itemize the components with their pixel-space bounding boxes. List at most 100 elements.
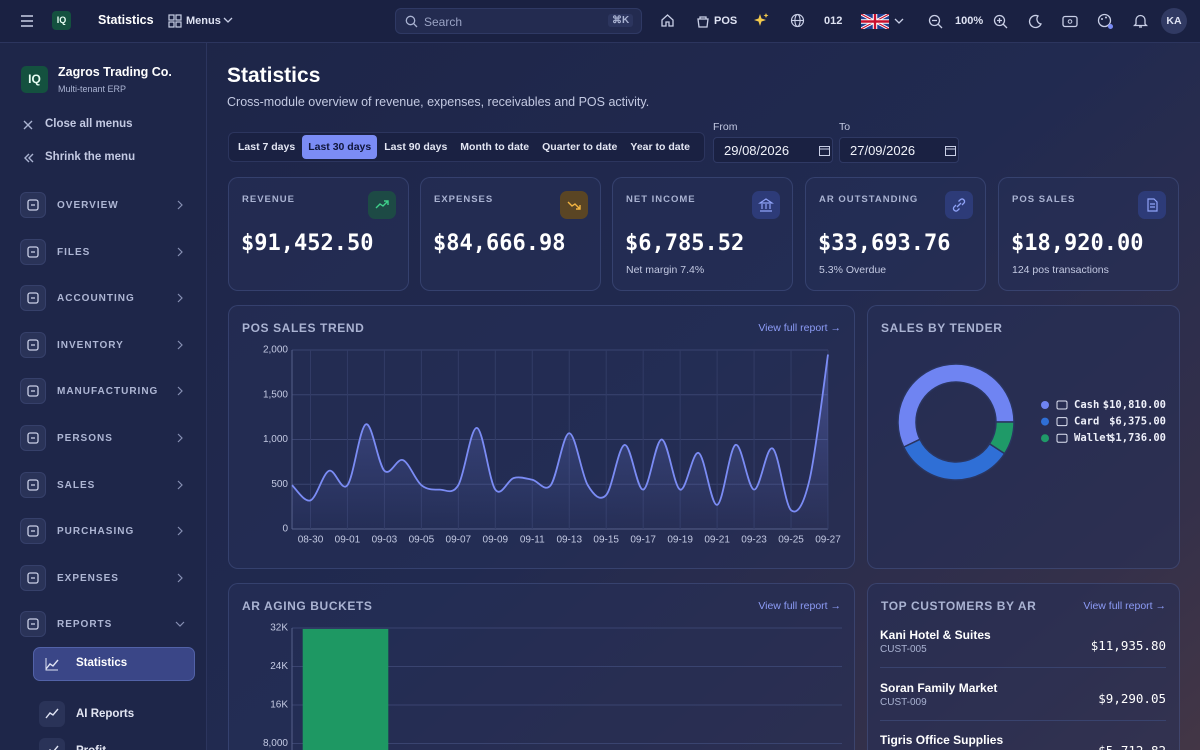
action-icon (23, 120, 33, 130)
page-title: Statistics (227, 64, 321, 87)
palette-icon[interactable] (1097, 13, 1114, 30)
nav-icon (20, 285, 46, 312)
kpi-glyph (375, 200, 389, 209)
range-option[interactable]: Last 90 days (384, 141, 448, 153)
kpi-card: REVENUE $91,452.50 (228, 177, 409, 291)
zoom-in[interactable] (993, 14, 1008, 29)
nav-item[interactable]: OVERVIEW (57, 200, 119, 211)
kpi-card: EXPENSES $84,666.98 (420, 177, 601, 291)
theme-toggle[interactable] (1028, 14, 1043, 29)
panel-link[interactable]: View full report → (1083, 600, 1166, 612)
kpi-glyph (567, 201, 581, 210)
nav-item[interactable]: ACCOUNTING (57, 293, 135, 305)
to-value: 27/09/2026 (850, 143, 916, 158)
pos-trend-panel: POS SALES TREND View full report → (228, 305, 855, 569)
kpi-label: EXPENSES (434, 194, 494, 205)
flag-chevron (894, 18, 904, 24)
nav-glyph (27, 525, 39, 537)
customer-amount: $5,712.82 (1098, 743, 1166, 750)
calendar-icon (945, 146, 956, 156)
nav-icon (20, 518, 46, 545)
kpi-icon (368, 191, 396, 219)
panel-link[interactable]: View full report → (758, 600, 841, 612)
nav-item[interactable]: PURCHASING (57, 526, 135, 538)
company-logo: IQ (21, 66, 48, 93)
branch-code[interactable]: 012 (824, 15, 843, 27)
kpi-glyph (952, 198, 966, 212)
kpi-card: NET INCOME $6,785.52 Net margin 7.4% (612, 177, 793, 291)
nav-glyph (27, 199, 39, 211)
sidebar: IQ Zagros Trading Co. Multi-tenant ERP C… (0, 43, 207, 750)
nav-icon (20, 611, 46, 638)
kpi-label: NET INCOME (626, 194, 696, 205)
sidebar-action[interactable]: Close all menus (45, 118, 133, 130)
uk-flag[interactable] (861, 14, 889, 29)
nav-item[interactable]: EXPENSES (57, 572, 119, 584)
kpi-label: POS SALES (1012, 194, 1076, 205)
notifications[interactable] (1133, 13, 1148, 29)
customer-name: Soran Family Market (880, 680, 998, 695)
row-divider (880, 719, 1166, 721)
nav-glyph (27, 385, 39, 398)
user-avatar[interactable]: KA (1161, 8, 1187, 34)
subitem-icon-box (39, 701, 65, 727)
subitem-icon (49, 745, 59, 750)
customer-amount: $11,935.80 (1090, 638, 1166, 653)
to-label: To (839, 121, 851, 133)
tender-panel: SALES BY TENDER (867, 305, 1180, 569)
wallet-icon[interactable] (1062, 15, 1078, 28)
nav-item[interactable]: FILES (57, 246, 91, 258)
menus-button[interactable]: Menus (186, 15, 221, 27)
panel-link[interactable]: View full report → (758, 322, 841, 334)
customer-name: Kani Hotel & Suites (880, 628, 991, 642)
kpi-note: 5.3% Overdue (819, 264, 887, 276)
sub-item[interactable]: Statistics (76, 657, 128, 669)
nav-item[interactable]: INVENTORY (57, 339, 124, 351)
language-icon[interactable] (790, 13, 805, 28)
row-divider (880, 667, 1166, 668)
active-subitem-bg (33, 647, 195, 681)
ai-icon[interactable] (754, 13, 769, 28)
kpi-value: $84,666.98 (433, 231, 566, 256)
kpi-glyph (1147, 198, 1158, 212)
zoom-out[interactable] (928, 14, 943, 29)
range-selector: Last 7 days Last 30 days Last 90 days Month… (228, 132, 705, 162)
nav-glyph (27, 292, 39, 304)
company-name: Zagros Trading Co. (58, 65, 172, 79)
kpi-value: $6,785.52 (625, 231, 745, 256)
range-option[interactable]: Last 30 days (302, 135, 378, 159)
app-title: Statistics (98, 13, 154, 27)
nav-item[interactable]: REPORTS (57, 619, 113, 631)
ar-aging-panel: AR AGING BUCKETS View full report → (228, 583, 855, 750)
menu-toggle[interactable] (20, 14, 34, 28)
nav-item[interactable]: SALES (57, 479, 96, 491)
range-option[interactable]: Month to date (460, 141, 530, 153)
company-tagline: Multi-tenant ERP (58, 84, 127, 94)
sub-item[interactable]: Profit (76, 745, 106, 750)
nav-chevron (177, 480, 183, 490)
nav-item[interactable]: MANUFACTURING (57, 386, 159, 398)
search-box[interactable]: Search ⌘K (395, 8, 642, 34)
customer-name: Tigris Office Supplies (880, 733, 1004, 748)
nav-glyph (27, 618, 39, 631)
home-icon[interactable] (660, 13, 675, 28)
sidebar-action[interactable]: Shrink the menu (45, 151, 136, 163)
panel-title: TOP CUSTOMERS BY AR (881, 599, 1037, 613)
nav-item[interactable]: PERSONS (57, 433, 113, 444)
to-input[interactable]: 27/09/2026 (839, 137, 959, 163)
nav-glyph (27, 339, 39, 351)
range-option[interactable]: Last 7 days (238, 141, 296, 153)
sub-item[interactable]: AI Reports (76, 708, 135, 720)
pos-icon (697, 16, 709, 28)
range-option[interactable]: Year to date (630, 141, 690, 153)
kpi-card: POS SALES $18,920.00 124 pos transactions (998, 177, 1179, 291)
nav-icon (20, 425, 46, 451)
customer-id: CUST-005 (880, 644, 927, 655)
pos-button[interactable]: POS (714, 15, 738, 27)
app-logo: IQ (52, 11, 71, 30)
kpi-icon (560, 191, 588, 219)
zoom-level: 100% (955, 15, 984, 27)
kpi-label: REVENUE (242, 194, 295, 205)
from-input[interactable]: 29/08/2026 (713, 137, 833, 163)
range-option[interactable]: Quarter to date (542, 141, 618, 153)
